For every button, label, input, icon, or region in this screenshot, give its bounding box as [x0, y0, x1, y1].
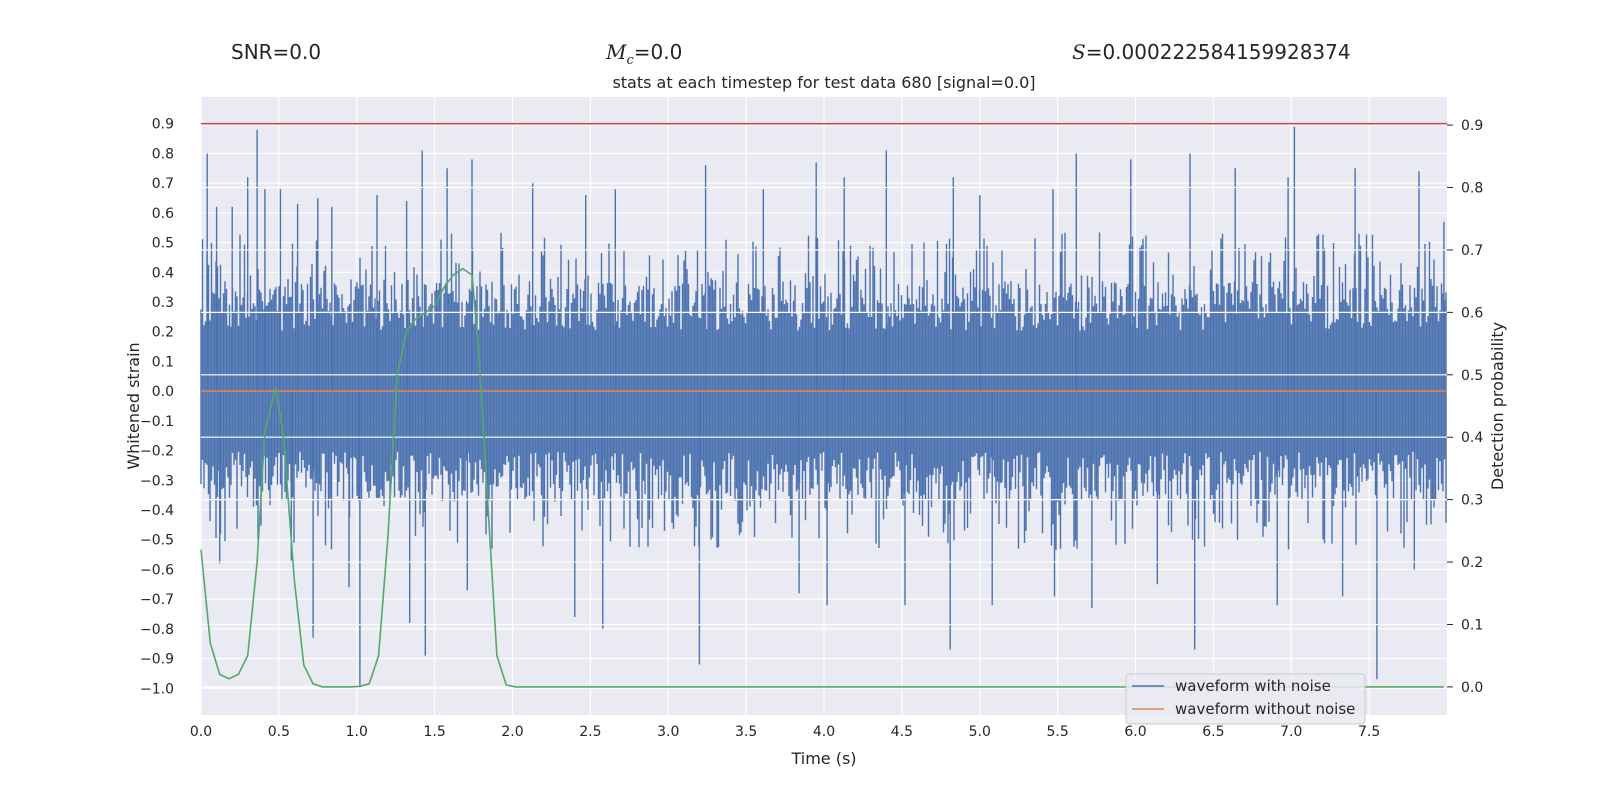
y-tick-label: 0.0 — [152, 384, 174, 400]
y-tick-label: 0.3 — [152, 295, 174, 311]
x-tick-label: 5.5 — [1046, 724, 1068, 740]
x-tick-label: 7.5 — [1358, 724, 1380, 740]
x-tick-label: 3.5 — [735, 724, 757, 740]
y2-tick-label: 0.1 — [1461, 617, 1483, 633]
snr-annotation: SNR=0.0 — [231, 40, 321, 64]
y-tick-label: −0.5 — [140, 533, 174, 549]
chart-title: stats at each timestep for test data 680… — [612, 73, 1035, 92]
y-tick-label: −0.3 — [140, 473, 174, 489]
legend: waveform with noise waveform without noi… — [1125, 673, 1366, 725]
x-tick-label: 1.0 — [346, 724, 368, 740]
legend-box — [1125, 673, 1366, 725]
y-tick-label: 0.9 — [152, 117, 174, 133]
y2-tick-label: 0.4 — [1461, 430, 1483, 446]
y2-tick-label: 0.6 — [1461, 305, 1483, 321]
y-tick-label: 0.8 — [152, 146, 174, 162]
chirp-mass-value: =0.0 — [633, 40, 683, 64]
x-tick-label: 0.0 — [190, 724, 212, 740]
legend-label-noise: waveform with noise — [1175, 677, 1331, 695]
y-tick-label: −0.4 — [140, 503, 174, 519]
noise-trace — [200, 126, 1447, 686]
y2-axis-label: Detection probability — [1488, 322, 1507, 490]
score-symbol: S — [1072, 40, 1086, 64]
y-tick-label: 0.5 — [152, 236, 174, 252]
x-tick-label: 2.5 — [579, 724, 601, 740]
y-tick-label: −0.9 — [140, 652, 174, 668]
detection-probability-line — [200, 267, 1444, 688]
x-tick-label: 6.5 — [1202, 724, 1224, 740]
score-value: =0.000222584159928374 — [1085, 40, 1351, 64]
y-tick-label: 0.2 — [152, 325, 174, 341]
y-tick-label: −1.0 — [140, 681, 174, 697]
chirp-mass-annotation: Mc=0.0 — [606, 40, 682, 68]
y2-tick-label: 0.9 — [1461, 118, 1483, 134]
y-tick-label: −0.6 — [140, 562, 174, 578]
axis-ticks: 0.0 0.5 1.0 1.5 2.0 2.5 3.0 3.5 4.0 4.5 5.0 5.5 6.0 6… — [140, 117, 1483, 740]
y-tick-label: −0.7 — [140, 592, 174, 608]
x-tick-label: 6.0 — [1124, 724, 1146, 740]
series-lines — [200, 122, 1447, 688]
series-waveform-with-noise — [200, 126, 1447, 686]
snr-text: SNR=0.0 — [231, 40, 322, 64]
x-tick-label: 4.0 — [813, 724, 835, 740]
y-tick-label: −0.1 — [140, 414, 174, 430]
x-tick-label: 2.0 — [501, 724, 523, 740]
y-tick-label: 0.6 — [152, 206, 174, 222]
y-tick-label: 0.4 — [152, 265, 174, 281]
x-tick-label: 7.0 — [1280, 724, 1302, 740]
chirp-mass-symbol: M — [606, 40, 627, 64]
y2-tick-label: 0.5 — [1461, 368, 1483, 384]
score-annotation: S=0.000222584159928374 — [1072, 40, 1351, 64]
x-tick-label: 5.0 — [969, 724, 991, 740]
x-tick-label: 3.0 — [657, 724, 679, 740]
y2-tick-label: 0.3 — [1461, 493, 1483, 509]
y-tick-label: 0.1 — [152, 354, 174, 370]
y-axis-label: Whitened strain — [124, 342, 143, 469]
y-tick-label: −0.2 — [140, 444, 174, 460]
y2-tick-label: 0.2 — [1461, 555, 1483, 571]
x-tick-label: 4.5 — [891, 724, 913, 740]
y2-tick-label: 0.0 — [1461, 680, 1483, 696]
x-axis-label: Time (s) — [790, 749, 856, 768]
y-tick-label: 0.7 — [152, 176, 174, 192]
x-tick-label: 1.5 — [423, 724, 445, 740]
chirp-mass-subscript: c — [626, 53, 634, 68]
legend-label-clean: waveform without noise — [1175, 700, 1355, 718]
x-tick-label: 0.5 — [268, 724, 290, 740]
y2-tick-label: 0.7 — [1461, 243, 1483, 259]
y-tick-label: −0.8 — [140, 622, 174, 638]
y2-tick-label: 0.8 — [1461, 181, 1483, 197]
